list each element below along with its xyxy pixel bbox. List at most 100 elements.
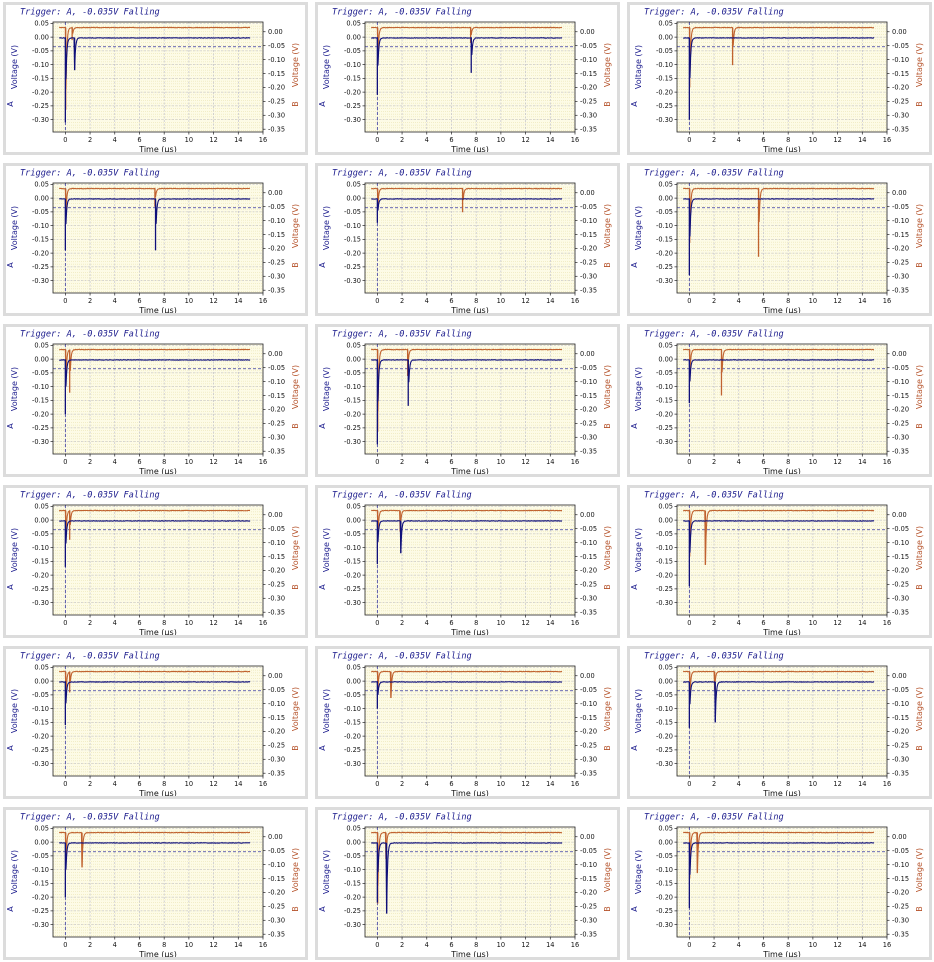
y-tick-label: -0.30 <box>32 921 49 929</box>
y2-tick-label: -0.35 <box>892 287 909 295</box>
y2-tick-label: 0.00 <box>892 833 907 841</box>
trigger-title: Trigger: A, -0.035V Falling <box>332 813 472 823</box>
y-tick-label: -0.30 <box>656 438 673 446</box>
channel-b-trace <box>683 509 875 566</box>
y-tick-label: -0.10 <box>344 222 361 230</box>
y2-tick-label: -0.15 <box>892 714 909 722</box>
y-axis-label-left: Voltage (V) <box>322 45 331 89</box>
x-tick-label: 4 <box>737 297 741 305</box>
channel-a-trace <box>59 520 251 544</box>
y-tick-label: 0.00 <box>658 677 673 685</box>
plot-frame <box>676 182 888 294</box>
x-tick-label: 8 <box>162 136 166 144</box>
x-tick-label: 0 <box>375 297 379 305</box>
x-tick-label: 4 <box>113 136 117 144</box>
x-tick-label: 2 <box>88 297 92 305</box>
x-tick-label: 4 <box>737 458 741 466</box>
x-tick-label: 4 <box>425 136 429 144</box>
channel-a-trace <box>370 358 563 402</box>
x-tick-label: 0 <box>375 941 379 949</box>
y-tick-label: -0.15 <box>344 397 361 405</box>
x-axis-label: Time (µs) <box>450 306 489 313</box>
plot-frame <box>52 504 264 616</box>
channel-b-trace <box>682 26 875 73</box>
y-tick-label: -0.05 <box>656 369 673 377</box>
x-tick-label: 8 <box>474 297 478 305</box>
scope-panel: 0.05 0.00 -0.05 -0.10 -0.15 -0.20 -0.25 -0.30 0 2… <box>627 163 932 316</box>
y-tick-label: -0.30 <box>344 760 361 768</box>
x-tick-label: 6 <box>449 136 453 144</box>
y2-tick-label: -0.10 <box>268 378 285 386</box>
plot-area <box>365 183 575 293</box>
x-tick-label: 10 <box>809 780 817 788</box>
x-tick-label: 6 <box>137 136 141 144</box>
channel-b-trace <box>370 26 563 56</box>
channel-b-trace <box>59 187 251 213</box>
y2-tick-label: -0.35 <box>268 931 285 939</box>
y2-tick-label: -0.30 <box>268 434 285 442</box>
y-axis-label-left: Voltage (V) <box>10 206 19 250</box>
x-tick-label: 4 <box>425 619 429 627</box>
y-tick-label: 0.00 <box>34 33 49 41</box>
y2-tick-label: -0.20 <box>268 245 285 253</box>
channel-b-trace <box>371 187 563 205</box>
trigger-title: Trigger: A, -0.035V Falling <box>332 8 472 18</box>
x-tick-label: 2 <box>712 458 716 466</box>
scope-panel: 0.05 0.00 -0.05 -0.10 -0.15 -0.20 -0.25 -0.30 0 2… <box>3 485 308 638</box>
x-tick-label: 2 <box>400 136 404 144</box>
y-axis-label-right: Voltage (V) <box>291 848 300 892</box>
y2-tick-label: -0.05 <box>268 847 285 855</box>
scope-chart: 0.05 0.00 -0.05 -0.10 -0.15 -0.20 -0.25 -0.30 0 2… <box>318 169 612 314</box>
plot-area <box>53 666 263 776</box>
y-axis-label-right: Voltage (V) <box>915 43 924 87</box>
y2-tick-label: -0.25 <box>268 98 285 106</box>
channel-b-trace <box>683 187 875 230</box>
y-tick-label: -0.10 <box>656 705 673 713</box>
x-tick-label: 6 <box>449 619 453 627</box>
y-axis-label-right: Voltage (V) <box>915 365 924 409</box>
x-tick-label: 12 <box>209 941 217 949</box>
x-tick-label: 4 <box>737 941 741 949</box>
y-tick-label: -0.05 <box>344 852 361 860</box>
y-tick-label: -0.10 <box>344 383 361 391</box>
plot-frame <box>364 504 576 616</box>
y-tick-label: -0.15 <box>32 75 49 83</box>
y-tick-label: 0.05 <box>346 181 361 189</box>
x-tick-label: 12 <box>833 458 841 466</box>
x-tick-label: 4 <box>737 136 741 144</box>
y-tick-label: -0.25 <box>32 263 49 271</box>
y-tick-label: -0.05 <box>32 852 49 860</box>
y-tick-label: 0.05 <box>34 342 49 350</box>
x-axis-label: Time (µs) <box>138 145 177 152</box>
x-tick-label: 0 <box>687 780 691 788</box>
y-axis-label-left: Voltage (V) <box>634 367 643 411</box>
x-tick-label: 2 <box>88 619 92 627</box>
y-tick-label: -0.25 <box>32 585 49 593</box>
y2-tick-label: -0.20 <box>892 406 909 414</box>
plot-frame <box>676 343 888 455</box>
y2-tick-label: -0.35 <box>892 931 909 939</box>
y-tick-label: 0.00 <box>658 355 673 363</box>
x-tick-label: 10 <box>497 297 505 305</box>
y-tick-label: -0.10 <box>32 61 49 69</box>
x-tick-label: 4 <box>113 780 117 788</box>
x-tick-label: 12 <box>833 136 841 144</box>
y-tick-label: 0.00 <box>346 33 361 41</box>
channel-a-label: A <box>318 101 327 107</box>
x-tick-label: 2 <box>400 458 404 466</box>
x-tick-label: 6 <box>761 941 765 949</box>
y-tick-label: -0.30 <box>32 760 49 768</box>
x-tick-label: 14 <box>234 458 242 466</box>
scope-chart: 0.05 0.00 -0.05 -0.10 -0.15 -0.20 -0.25 -0.30 0 2… <box>630 491 924 636</box>
y2-tick-label: -0.25 <box>580 420 597 428</box>
x-tick-label: 12 <box>833 941 841 949</box>
y2-tick-label: -0.15 <box>268 70 285 78</box>
x-tick-label: 4 <box>425 297 429 305</box>
y-axis-label-left: Voltage (V) <box>10 850 19 894</box>
x-tick-label: 14 <box>234 619 242 627</box>
x-tick-label: 6 <box>761 297 765 305</box>
y-axis-label-left: Voltage (V) <box>322 850 331 894</box>
channel-b-trace <box>58 831 251 868</box>
channel-b-trace <box>682 348 875 374</box>
x-axis-label: Time (µs) <box>762 950 801 957</box>
